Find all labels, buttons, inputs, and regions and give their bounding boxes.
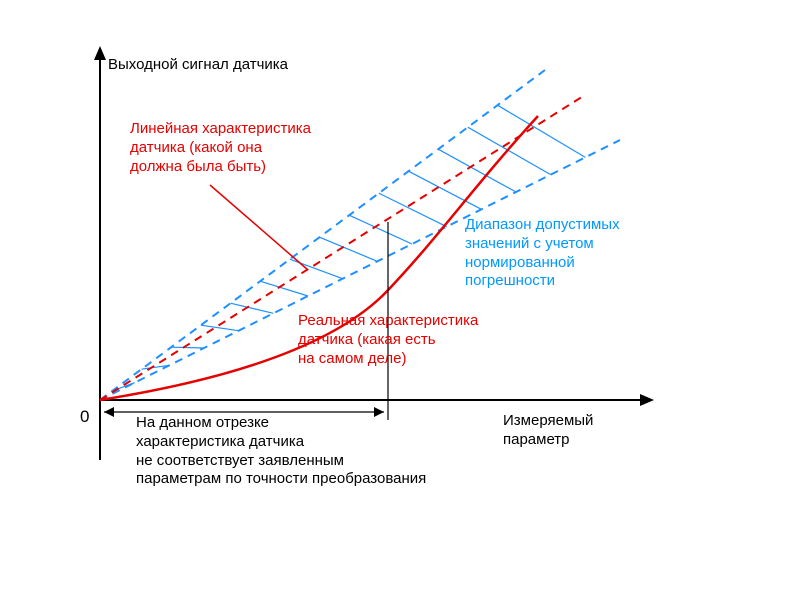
tolerance-hatch	[349, 215, 412, 244]
tolerance-hatch	[468, 127, 551, 174]
tolerance-hatch	[320, 237, 378, 261]
linear-label-pointer	[210, 185, 308, 270]
tolerance-hatch	[231, 303, 274, 313]
tolerance-range-label: Диапазон допустимыхзначений с учетомнорм…	[465, 216, 620, 291]
linear-characteristic-label: Линейная характеристикадатчика (какой он…	[130, 120, 311, 176]
chart-svg	[0, 0, 800, 600]
y-axis-arrow	[94, 46, 106, 60]
segment-note-label: На данном отрезкехарактеристика датчикан…	[136, 414, 426, 489]
real-characteristic-label: Реальная характеристикадатчика (какая ес…	[298, 312, 478, 368]
tolerance-hatch	[379, 193, 447, 226]
segment-range-arrow-left	[104, 407, 114, 417]
tolerance-hatch	[498, 105, 586, 157]
x-axis-label: Измеряемыйпараметр	[503, 412, 593, 450]
x-axis-arrow	[640, 394, 654, 406]
origin-label: 0	[80, 406, 89, 427]
tolerance-hatch	[201, 325, 239, 330]
tolerance-hatch	[171, 347, 204, 348]
tolerance-hatch	[409, 171, 482, 209]
y-axis-label: Выходной сигнал датчика	[108, 56, 288, 75]
